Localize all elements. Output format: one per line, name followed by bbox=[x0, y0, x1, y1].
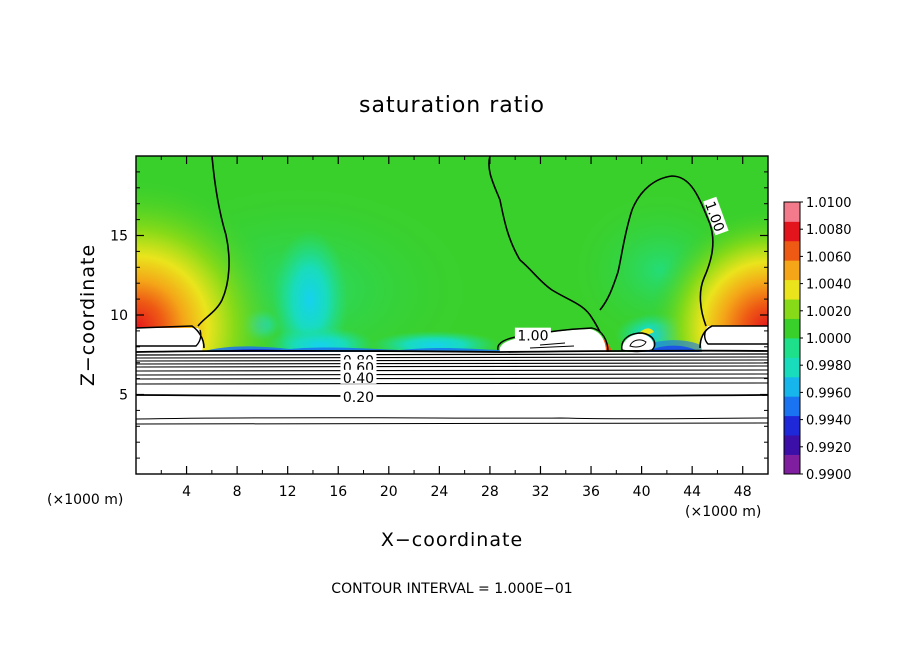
colorbar-segment bbox=[784, 376, 800, 397]
colorbar-segment bbox=[784, 396, 800, 417]
chart-title: saturation ratio bbox=[359, 93, 545, 118]
colorbar-segment bbox=[784, 240, 800, 261]
x-tick-label: 28 bbox=[481, 484, 499, 500]
colorbar-tick-label: 1.0000 bbox=[806, 332, 852, 347]
contour-label-group: 0.20 bbox=[340, 388, 377, 406]
colorbar-tick-label: 1.0060 bbox=[806, 250, 852, 265]
contour-label: 0.40 bbox=[343, 371, 374, 387]
colorbar-segment bbox=[784, 299, 800, 319]
x-unit-right: (×1000 m) bbox=[685, 504, 761, 520]
colorbar-segment bbox=[784, 415, 800, 436]
y-axis: 5 10 15 bbox=[110, 171, 768, 459]
contour-label: 1.00 bbox=[517, 329, 548, 345]
colorbar: 1.0100 1.0080 1.0060 1.0040 1.0020 1.0000 0.99… bbox=[783, 196, 852, 483]
contour-label: 0.20 bbox=[343, 390, 374, 406]
colorbar-segment bbox=[784, 435, 800, 455]
colorbar-tick-label: 1.0040 bbox=[806, 278, 852, 293]
contour-label-bg bbox=[703, 196, 729, 236]
colorbar-segment bbox=[784, 338, 800, 358]
colorbar-tick-label: 1.0100 bbox=[806, 196, 852, 211]
x-tick-label: 4 bbox=[182, 484, 191, 500]
y-tick-label: 15 bbox=[110, 229, 128, 245]
colorbar-tick-label: 1.0020 bbox=[806, 305, 852, 320]
colorbar-segment bbox=[784, 202, 800, 222]
colorbar-segment bbox=[784, 221, 800, 242]
contour-labels: 1.001.000.800.600.400.20 bbox=[340, 196, 729, 406]
x-tick-label: 40 bbox=[633, 484, 651, 500]
x-tick-label: 32 bbox=[532, 484, 550, 500]
y-tick-label: 10 bbox=[110, 308, 128, 324]
x-unit-left: (×1000 m) bbox=[47, 492, 123, 508]
colorbar-tick-label: 0.9980 bbox=[806, 359, 852, 374]
contour-interval-note: CONTOUR INTERVAL = 1.000E−01 bbox=[331, 581, 572, 597]
colorbar-tick-label: 0.9920 bbox=[806, 441, 852, 456]
x-tick-label: 16 bbox=[329, 484, 347, 500]
colorbar-tick-label: 0.9940 bbox=[806, 414, 852, 429]
colorbar-tick-label: 1.0080 bbox=[806, 223, 852, 238]
colorbar-segment bbox=[784, 357, 800, 378]
colorbar-tick-label: 0.9960 bbox=[806, 386, 852, 401]
colorbar-segment bbox=[784, 318, 800, 339]
x-tick-label: 24 bbox=[430, 484, 448, 500]
colorbar-segment bbox=[784, 454, 800, 475]
y-axis-label: Z−coordinate bbox=[77, 244, 99, 386]
x-axis: 4 8 12 16 20 24 28 32 36 40 44 48 bbox=[160, 156, 752, 500]
contour-label-bg bbox=[514, 327, 551, 342]
x-tick-label: 20 bbox=[380, 484, 398, 500]
x-tick-label: 36 bbox=[582, 484, 600, 500]
x-axis-label: X−coordinate bbox=[381, 529, 523, 551]
x-tick-label: 48 bbox=[734, 484, 752, 500]
saturation-field bbox=[136, 156, 768, 474]
colorbar-segment bbox=[784, 279, 800, 300]
contour-label-group: 0.40 bbox=[340, 369, 377, 387]
contour-label-group: 1.00 bbox=[514, 327, 551, 345]
colorbar-tick-label: 0.9900 bbox=[806, 468, 852, 483]
x-tick-label: 8 bbox=[233, 484, 242, 500]
contour-label-bg bbox=[340, 369, 377, 384]
contour-label-bg bbox=[340, 388, 377, 403]
y-tick-label: 5 bbox=[119, 388, 128, 404]
contour-lines bbox=[136, 156, 768, 425]
colorbar-segment bbox=[784, 260, 800, 281]
x-tick-label: 12 bbox=[279, 484, 297, 500]
x-tick-label: 44 bbox=[683, 484, 701, 500]
